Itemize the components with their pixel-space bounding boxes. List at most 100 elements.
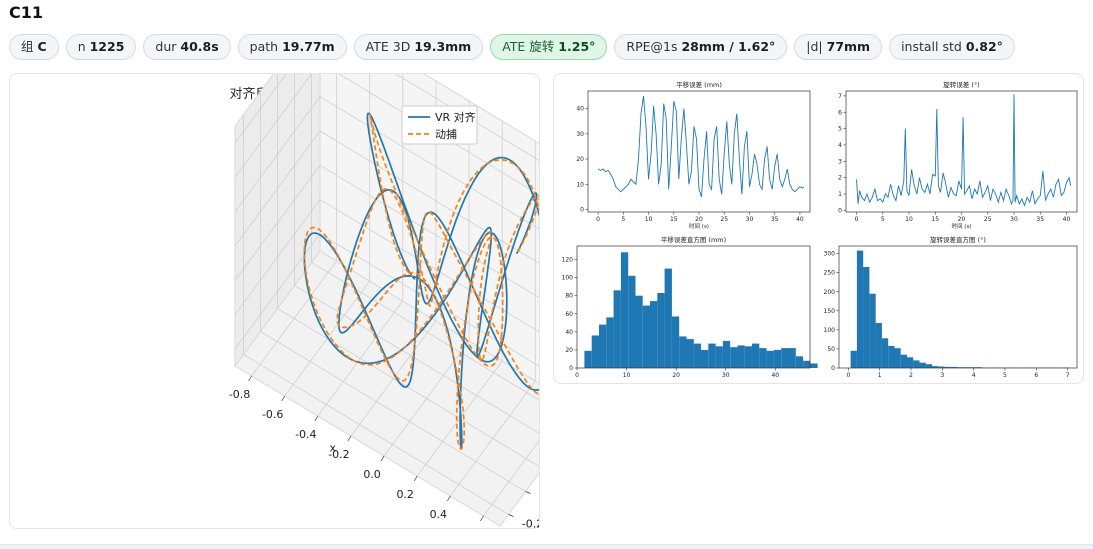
rotation-hist-bar xyxy=(876,323,882,368)
translation-hist-bar xyxy=(650,301,657,368)
rotation-hist-bar xyxy=(888,346,894,368)
x-tick-label: 40 xyxy=(796,216,804,223)
trajectory-panel: 对齐后轨迹对比-0.8-0.6-0.4-0.20.00.20.40.6-0.20… xyxy=(9,73,540,529)
y-tick-label: 0 xyxy=(569,365,573,372)
x-tick-label: 20 xyxy=(672,372,680,379)
x-tick-label: 5 xyxy=(1003,372,1007,379)
chip-path: path 19.77m xyxy=(238,34,347,60)
chip-key: 组 xyxy=(21,39,34,54)
y-tick-label: 100 xyxy=(562,275,574,282)
y-tick-label: 1 xyxy=(838,191,842,198)
y-tick-label: 120 xyxy=(562,257,574,264)
rotation-error-line xyxy=(857,94,1071,205)
chip-value: 1225 xyxy=(90,39,125,54)
x-tick xyxy=(480,516,483,521)
chip-rpe: RPE@1s 28mm / 1.62° xyxy=(614,34,787,60)
chip-value: 28mm / 1.62° xyxy=(681,39,775,54)
y-tick-label: 250 xyxy=(824,270,836,277)
rotation-hist-bar xyxy=(869,294,875,368)
x-tick xyxy=(414,476,417,481)
translation-hist-bar xyxy=(635,296,642,368)
rotation-hist-bar xyxy=(857,251,863,368)
y-tick-label: 0 xyxy=(838,207,842,214)
y-tick-label: -0.2 xyxy=(522,518,539,529)
y-tick-label: 7 xyxy=(838,93,842,100)
translation-hist-bar xyxy=(672,317,679,369)
rotation-hist-bar xyxy=(894,348,900,368)
x-tick-label: -0.4 xyxy=(295,428,316,441)
translation-hist-bar xyxy=(723,341,730,368)
page-title: C11 xyxy=(9,3,43,22)
metrics-chip-bar: 组 C n 1225 dur 40.8s path 19.77m ATE 3D … xyxy=(9,34,1015,60)
translation-hist-bar xyxy=(687,339,694,368)
translation-hist-bar xyxy=(599,325,606,368)
rotation-hist-bar xyxy=(920,363,926,368)
translation-hist-bar xyxy=(810,364,817,369)
x-tick-label: 20 xyxy=(958,216,966,223)
rotation-hist-bar xyxy=(913,360,919,368)
chip-key: path xyxy=(250,39,278,54)
y-tick-label: 6 xyxy=(838,109,842,116)
translation-hist-bar xyxy=(584,351,591,368)
trajectory-3d-chart: 对齐后轨迹对比-0.8-0.6-0.4-0.20.00.20.40.6-0.20… xyxy=(10,74,539,528)
x-tick-label: 0.0 xyxy=(363,468,381,481)
translation-hist-bar xyxy=(796,356,803,368)
x-tick-label: 30 xyxy=(746,216,754,223)
translation-hist-bar xyxy=(606,317,613,368)
chip-key: ATE 旋转 xyxy=(502,39,554,54)
chip-key: RPE@1s xyxy=(626,39,677,54)
translation-hist-bar xyxy=(643,306,650,368)
x-axis-label: x xyxy=(329,442,336,455)
rotation-hist-bar xyxy=(882,338,888,368)
x-tick-label: 10 xyxy=(623,372,631,379)
y-tick xyxy=(526,492,531,494)
chip-value: 40.8s xyxy=(180,39,218,54)
x-tick-label: 0.4 xyxy=(430,508,448,521)
y-tick-label: 5 xyxy=(838,126,842,133)
x-tick-label: 30 xyxy=(1010,216,1018,223)
x-tick-label: 3 xyxy=(940,372,944,379)
x-axis-label: 时间 (s) xyxy=(689,222,709,230)
translation-hist-bar xyxy=(592,336,599,369)
x-tick-label: 35 xyxy=(771,216,779,223)
rotation-error-frame xyxy=(846,91,1077,212)
x-tick xyxy=(249,376,252,381)
chip-key: |d| xyxy=(806,39,822,54)
x-tick-label: 10 xyxy=(645,216,653,223)
y-tick-label: 20 xyxy=(576,156,584,163)
translation-hist-bar xyxy=(679,336,686,368)
translation-error-line xyxy=(598,96,804,197)
translation-hist-bar xyxy=(752,344,759,368)
x-tick-label: 0 xyxy=(846,372,850,379)
x-tick-label: 40 xyxy=(771,372,779,379)
chip-key: dur xyxy=(155,39,176,54)
rotation-hist-bar xyxy=(851,351,857,368)
chip-group: 组 C xyxy=(9,34,59,60)
x-tick xyxy=(348,436,351,441)
rotation-hist-bar xyxy=(901,355,907,368)
x-axis-label: 时间 (s) xyxy=(952,222,972,230)
x-tick-label: 2 xyxy=(909,372,913,379)
x-tick xyxy=(315,416,318,421)
rotation-hist-bar xyxy=(926,364,932,368)
x-tick-label: 35 xyxy=(1036,216,1044,223)
rotation-error-title: 旋转误差 (°) xyxy=(943,80,979,89)
translation-hist-bar xyxy=(803,361,810,368)
chip-value: 0.82° xyxy=(966,39,1003,54)
chip-value: 19.3mm xyxy=(414,39,471,54)
translation-hist-bar xyxy=(708,344,715,368)
translation-hist-bar xyxy=(730,347,737,368)
x-tick-label: 25 xyxy=(984,216,992,223)
rotation-hist-bar xyxy=(863,267,869,368)
x-tick-label: 0 xyxy=(596,216,600,223)
translation-error-frame xyxy=(588,91,810,212)
x-tick-label: 30 xyxy=(722,372,730,379)
x-tick-label: 0 xyxy=(855,216,859,223)
legend-label-mocap: 动捕 xyxy=(435,127,457,141)
x-tick xyxy=(381,456,384,461)
